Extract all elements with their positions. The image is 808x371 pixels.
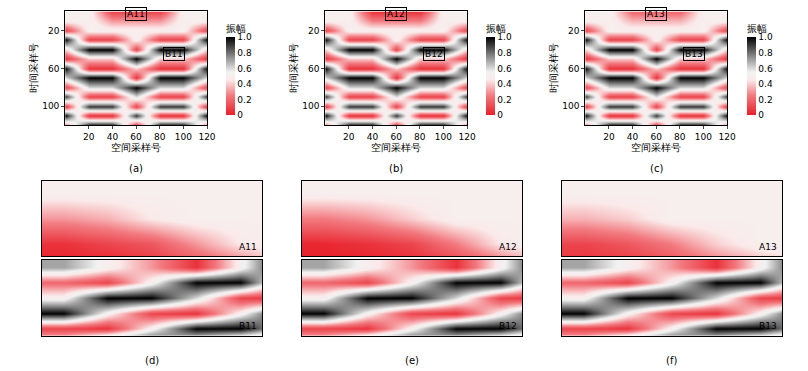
svg-text:空间采样号: 空间采样号: [111, 142, 161, 153]
svg-text:0: 0: [497, 110, 503, 120]
svg-text:1.0: 1.0: [758, 32, 773, 42]
svg-text:时间采样号: 时间采样号: [548, 43, 559, 93]
svg-text:0.2: 0.2: [237, 95, 251, 105]
svg-text:振幅: 振幅: [747, 23, 767, 34]
svg-text:(b): (b): [389, 163, 403, 174]
svg-text:60: 60: [390, 132, 402, 142]
svg-text:B12: B12: [425, 49, 443, 59]
svg-text:80: 80: [674, 132, 686, 142]
svg-text:A13: A13: [647, 9, 665, 19]
svg-text:0.6: 0.6: [497, 64, 512, 74]
svg-text:80: 80: [414, 132, 426, 142]
svg-text:0.2: 0.2: [758, 95, 772, 105]
svg-text:0.6: 0.6: [758, 64, 773, 74]
svg-text:振幅: 振幅: [486, 23, 506, 34]
svg-text:80: 80: [154, 132, 166, 142]
svg-text:0: 0: [758, 110, 764, 120]
svg-text:40: 40: [367, 132, 379, 142]
svg-text:B11: B11: [165, 49, 183, 59]
svg-text:0: 0: [237, 110, 243, 120]
svg-text:B12: B12: [499, 321, 517, 331]
svg-text:20: 20: [568, 26, 580, 36]
svg-text:40: 40: [107, 132, 119, 142]
svg-text:120: 120: [198, 132, 215, 142]
svg-text:B11: B11: [239, 321, 257, 331]
svg-text:(e): (e): [405, 355, 419, 366]
svg-text:0.4: 0.4: [758, 79, 773, 89]
svg-text:60: 60: [130, 132, 142, 142]
svg-text:100: 100: [175, 132, 192, 142]
svg-text:100: 100: [302, 101, 319, 111]
svg-text:A12: A12: [499, 242, 517, 252]
svg-text:0.4: 0.4: [497, 79, 512, 89]
svg-text:60: 60: [568, 64, 580, 74]
svg-text:0.2: 0.2: [497, 95, 511, 105]
svg-text:0.8: 0.8: [237, 48, 252, 58]
svg-text:120: 120: [458, 132, 475, 142]
svg-text:1.0: 1.0: [497, 32, 512, 42]
svg-text:120: 120: [718, 132, 735, 142]
svg-text:A11: A11: [239, 242, 257, 252]
svg-text:0.8: 0.8: [758, 48, 773, 58]
svg-text:100: 100: [695, 132, 712, 142]
svg-text:60: 60: [48, 64, 60, 74]
svg-text:60: 60: [308, 64, 320, 74]
svg-text:60: 60: [650, 132, 662, 142]
svg-text:(f): (f): [666, 355, 677, 366]
svg-text:振幅: 振幅: [226, 23, 246, 34]
svg-text:100: 100: [435, 132, 452, 142]
svg-text:0.6: 0.6: [237, 64, 252, 74]
svg-text:空间采样号: 空间采样号: [631, 142, 681, 153]
svg-text:时间采样号: 时间采样号: [288, 43, 299, 93]
svg-text:20: 20: [48, 26, 60, 36]
svg-text:时间采样号: 时间采样号: [28, 43, 39, 93]
svg-text:0.4: 0.4: [237, 79, 252, 89]
svg-text:B13: B13: [759, 321, 777, 331]
svg-text:20: 20: [343, 132, 355, 142]
svg-text:(d): (d): [145, 355, 159, 366]
svg-text:20: 20: [308, 26, 320, 36]
svg-text:40: 40: [627, 132, 639, 142]
svg-text:0.8: 0.8: [497, 48, 512, 58]
svg-text:A11: A11: [127, 9, 145, 19]
svg-text:B13: B13: [685, 49, 703, 59]
svg-text:20: 20: [603, 132, 615, 142]
svg-text:20: 20: [83, 132, 95, 142]
svg-text:(c): (c): [650, 163, 663, 174]
svg-text:空间采样号: 空间采样号: [371, 142, 421, 153]
svg-text:(a): (a): [129, 163, 143, 174]
svg-text:1.0: 1.0: [237, 32, 252, 42]
svg-text:A12: A12: [387, 9, 405, 19]
svg-text:100: 100: [42, 101, 59, 111]
svg-text:A13: A13: [759, 242, 777, 252]
svg-text:100: 100: [562, 101, 579, 111]
